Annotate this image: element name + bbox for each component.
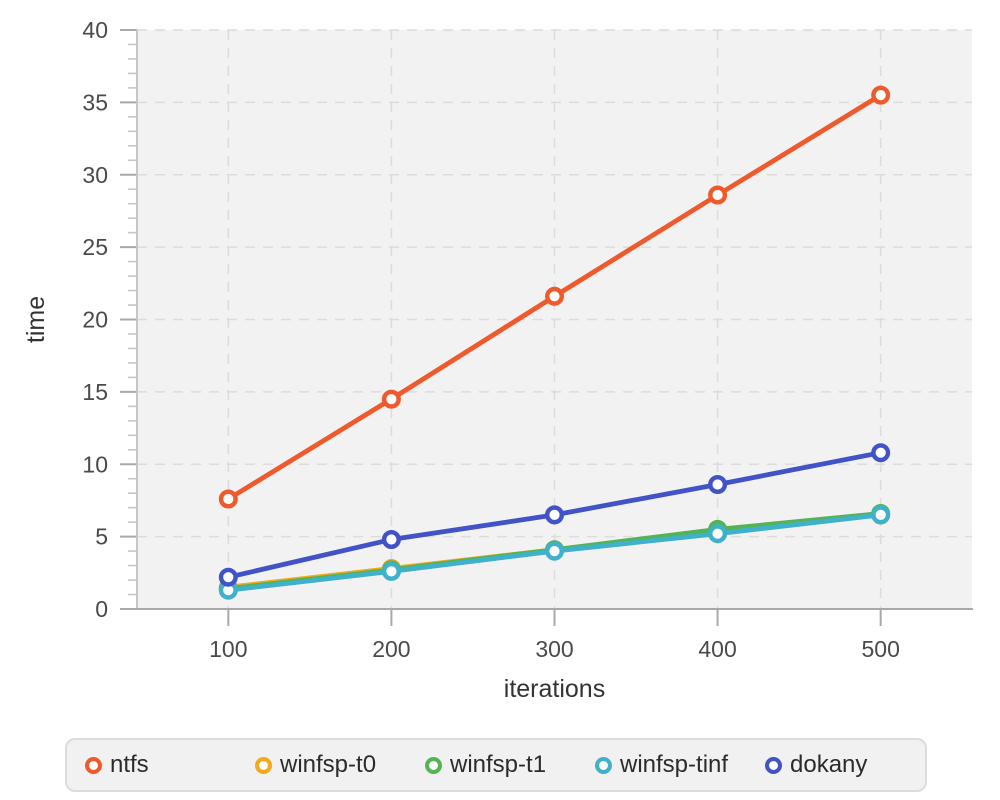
dokany-marker-icon	[765, 756, 782, 774]
x-tick-label: 400	[698, 636, 736, 662]
legend-item-winfsp-t1: winfsp-t1	[425, 751, 595, 779]
data-point-ntfs	[381, 389, 401, 409]
ntfs-marker-icon	[85, 756, 102, 774]
x-tick-label: 100	[209, 636, 247, 662]
legend-label: winfsp-tinf	[620, 751, 729, 778]
data-point-ntfs	[218, 489, 238, 509]
legend-label: winfsp-t1	[450, 751, 547, 778]
winfsp-t1-marker-icon	[425, 756, 442, 774]
data-point-winfsp-tinf	[381, 561, 401, 581]
data-point-dokany	[381, 530, 401, 550]
chart-legend: ntfs winfsp-t0 winfsp-t1 winfsp-tinf dok…	[65, 738, 927, 792]
winfsp-tinf-marker-icon	[595, 756, 612, 774]
y-tick-label: 40	[82, 17, 108, 43]
x-tick-label: 500	[861, 636, 899, 662]
legend-label: ntfs	[110, 751, 149, 778]
winfsp-t0-marker-icon	[255, 756, 272, 774]
y-tick-label: 5	[95, 524, 108, 550]
legend-item-winfsp-t0: winfsp-t0	[255, 751, 425, 779]
y-tick-label: 15	[82, 379, 108, 405]
data-point-ntfs	[871, 85, 891, 105]
y-tick-label: 35	[82, 89, 108, 115]
legend-label: dokany	[790, 751, 868, 778]
x-axis-title: iterations	[504, 675, 605, 703]
x-tick-label: 200	[372, 636, 410, 662]
data-point-dokany	[218, 567, 238, 587]
legend-item-dokany: dokany	[765, 751, 867, 779]
data-point-dokany	[708, 475, 728, 495]
x-tick-label: 300	[535, 636, 573, 662]
data-point-dokany	[545, 505, 565, 525]
y-tick-label: 0	[95, 596, 108, 622]
y-axis-title: time	[22, 296, 50, 343]
legend-label: winfsp-t0	[280, 751, 377, 778]
data-point-winfsp-tinf	[871, 505, 891, 525]
y-tick-label: 30	[82, 162, 108, 188]
legend-item-winfsp-tinf: winfsp-tinf	[595, 751, 765, 779]
y-tick-label: 20	[82, 307, 108, 333]
y-tick-label: 10	[82, 451, 108, 477]
data-point-ntfs	[708, 185, 728, 205]
data-point-dokany	[871, 443, 891, 463]
data-point-winfsp-tinf	[545, 541, 565, 561]
data-point-winfsp-tinf	[708, 524, 728, 544]
plot-canvas: 0 5 10 15 20 25 30 35 40 100 200 300 400 500 time itera…	[22, 17, 973, 703]
legend-item-ntfs: ntfs	[85, 751, 255, 779]
y-tick-label: 25	[82, 234, 108, 260]
data-point-ntfs	[545, 286, 565, 306]
